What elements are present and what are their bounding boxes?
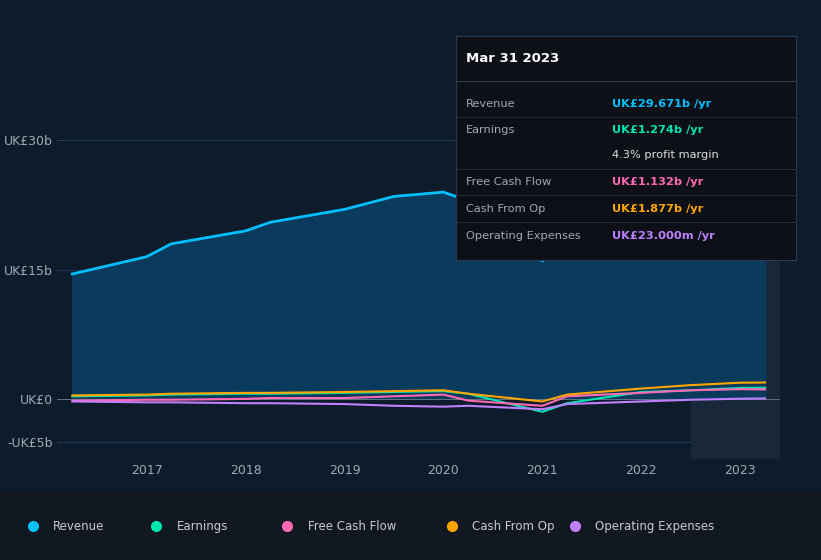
- Text: UK£23.000m /yr: UK£23.000m /yr: [612, 231, 715, 241]
- Text: Earnings: Earnings: [177, 520, 228, 533]
- Text: Operating Expenses: Operating Expenses: [466, 231, 580, 241]
- Text: Free Cash Flow: Free Cash Flow: [308, 520, 397, 533]
- Text: Revenue: Revenue: [466, 99, 516, 109]
- Text: Earnings: Earnings: [466, 125, 516, 136]
- Text: UK£1.274b /yr: UK£1.274b /yr: [612, 125, 704, 136]
- Bar: [691, 123, 780, 459]
- Text: UK£29.671b /yr: UK£29.671b /yr: [612, 99, 712, 109]
- Text: Operating Expenses: Operating Expenses: [595, 520, 714, 533]
- Text: Revenue: Revenue: [53, 520, 105, 533]
- Text: UK£1.877b /yr: UK£1.877b /yr: [612, 204, 704, 214]
- Text: Mar 31 2023: Mar 31 2023: [466, 52, 559, 65]
- Text: Cash From Op: Cash From Op: [466, 204, 545, 214]
- Text: Cash From Op: Cash From Op: [472, 520, 554, 533]
- Text: UK£1.132b /yr: UK£1.132b /yr: [612, 177, 704, 187]
- Text: Free Cash Flow: Free Cash Flow: [466, 177, 551, 187]
- Text: 4.3% profit margin: 4.3% profit margin: [612, 150, 719, 160]
